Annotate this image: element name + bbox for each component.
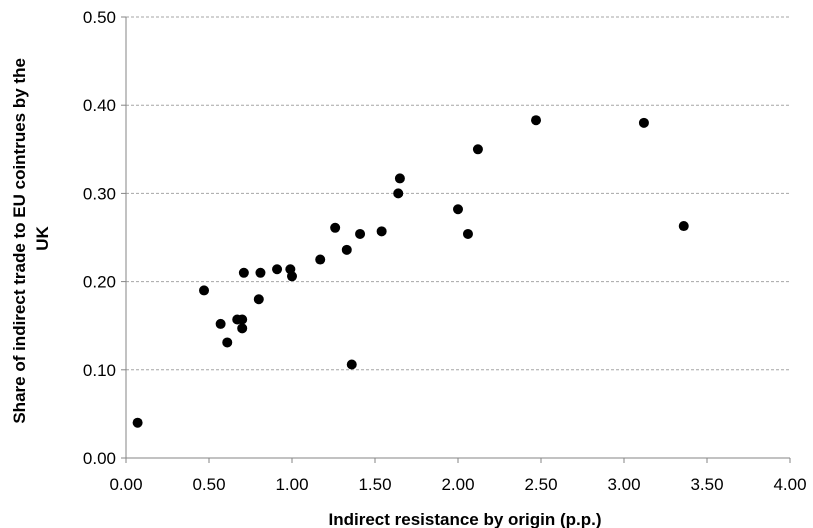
data-point — [678, 221, 689, 232]
data-point — [341, 244, 352, 255]
x-tick-label: 3.50 — [690, 475, 723, 494]
x-tick-label: 0.50 — [192, 475, 225, 494]
y-axis-title-line-2: UK — [33, 226, 52, 251]
y-tick-label: 0.50 — [83, 8, 116, 27]
data-point — [472, 144, 483, 155]
data-points — [132, 115, 689, 428]
y-axis-ticks: 0.00 0.10 0.20 0.30 0.40 0.50 — [83, 8, 126, 468]
data-point — [237, 314, 248, 325]
x-tick-label: 0.00 — [109, 475, 142, 494]
data-point — [222, 337, 233, 348]
data-point — [255, 267, 266, 278]
data-point — [199, 285, 210, 296]
data-point — [394, 173, 405, 184]
data-point — [462, 228, 473, 239]
data-point — [453, 204, 463, 215]
data-point — [237, 323, 248, 334]
data-point — [355, 228, 366, 239]
gridlines — [126, 16, 790, 371]
x-axis-title: Indirect resistance by origin (p.p.) — [329, 510, 602, 528]
x-tick-label: 3.00 — [607, 475, 640, 494]
y-tick-label: 0.10 — [83, 361, 116, 380]
data-point — [393, 188, 404, 199]
data-point — [132, 417, 143, 428]
y-tick-label: 0.00 — [83, 449, 116, 468]
y-tick-label: 0.30 — [83, 184, 116, 203]
data-point — [287, 271, 297, 282]
x-tick-label: 2.50 — [524, 475, 557, 494]
data-point — [215, 318, 226, 329]
data-point — [638, 117, 649, 128]
data-point — [346, 359, 357, 370]
data-point — [238, 267, 249, 278]
x-tick-label: 2.00 — [441, 475, 474, 494]
y-axis-title: Share of indirect trade to EU cointrues … — [10, 53, 52, 423]
data-point — [272, 264, 283, 275]
data-point — [376, 226, 387, 237]
y-axis-title-line-1: Share of indirect trade to EU cointrues … — [10, 58, 29, 424]
x-axis-ticks: 0.00 0.50 1.00 1.50 2.00 2.50 3.00 3.50 4.00 — [109, 458, 807, 494]
data-point — [330, 222, 341, 233]
data-point — [253, 294, 264, 305]
x-tick-label: 1.50 — [358, 475, 391, 494]
x-tick-label: 1.00 — [275, 475, 308, 494]
data-point — [531, 115, 542, 126]
y-tick-label: 0.20 — [83, 273, 116, 292]
data-point — [315, 254, 326, 265]
y-tick-label: 0.40 — [83, 96, 116, 115]
x-tick-label: 4.00 — [773, 475, 806, 494]
